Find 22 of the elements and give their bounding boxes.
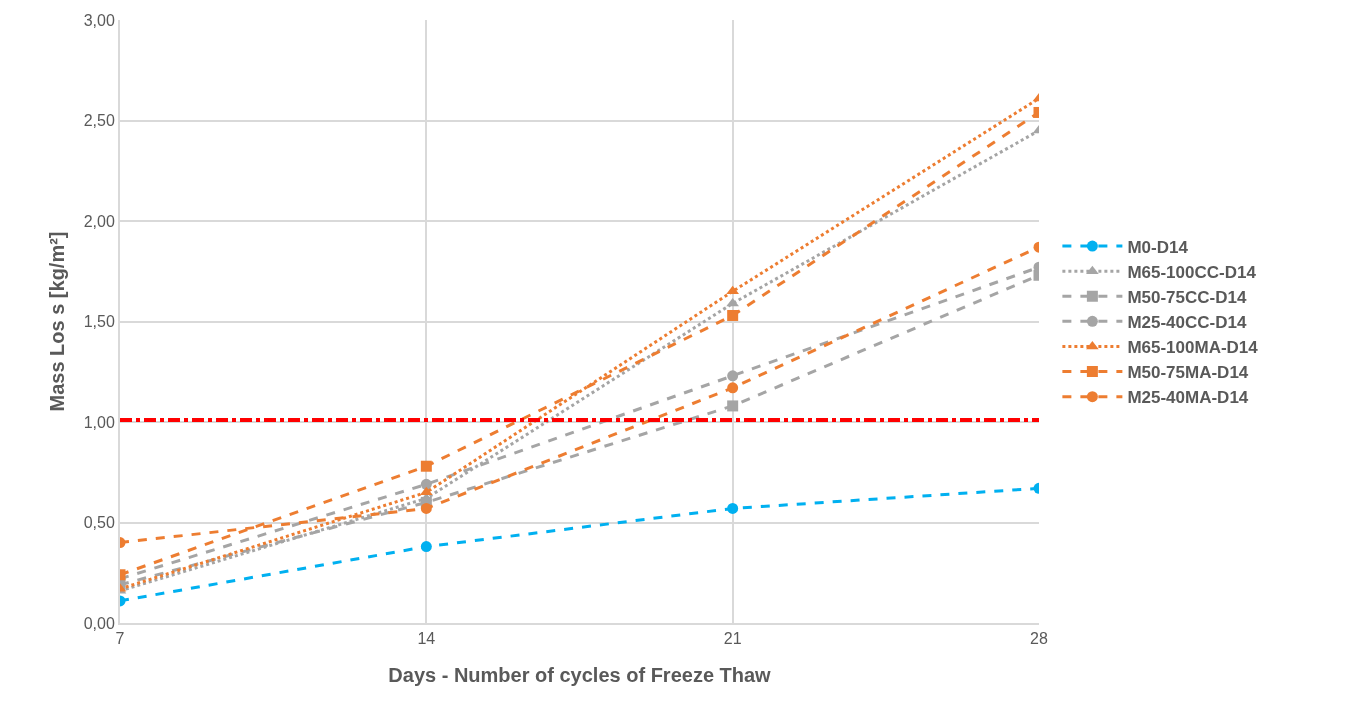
legend-label: M50-75CC-D14	[1127, 287, 1247, 307]
x-tick-label: 21	[723, 630, 742, 648]
point	[420, 478, 432, 490]
legend-label: M50-75MA-D14	[1127, 363, 1249, 383]
y-tick-label: 1,00	[83, 413, 115, 431]
y-axis-title: Mass Los s [kg/m²]	[45, 231, 68, 412]
x-tick-label: 14	[417, 630, 436, 648]
legend-label: M25-40CC-D14	[1127, 312, 1247, 332]
legend-label: M0-D14	[1127, 237, 1189, 257]
y-tick-label: 0,50	[83, 514, 115, 532]
y-tick-label: 0,00	[83, 614, 115, 632]
y-tick-label: 2,50	[83, 112, 115, 130]
y-tick-label: 1,50	[83, 313, 115, 331]
x-tick-label: 7	[115, 630, 125, 648]
x-tick-label: 28	[1030, 630, 1048, 648]
y-tick-label: 3,00	[83, 11, 115, 29]
legend-label: M25-40MA-D14	[1127, 388, 1249, 408]
point	[727, 370, 739, 382]
y-tick-label: 2,00	[83, 212, 115, 230]
legend-label: M65-100MA-D14	[1127, 338, 1259, 358]
legend-label: M65-100CC-D14	[1127, 262, 1257, 282]
x-axis-title: Days - Number of cycles of Freeze Thaw	[388, 664, 772, 687]
